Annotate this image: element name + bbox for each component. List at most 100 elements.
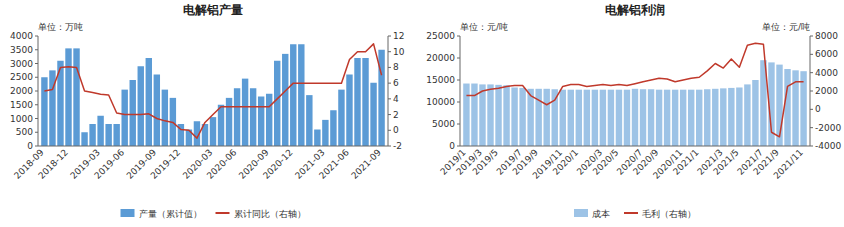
bar	[535, 89, 541, 146]
bar	[560, 90, 566, 146]
bar	[370, 83, 376, 146]
legend: 产量（累计值）累计同比（右轴）	[121, 209, 306, 219]
bar	[314, 130, 320, 147]
x-axis	[460, 146, 810, 147]
y2-tick-label: -4000	[815, 141, 841, 151]
bar	[463, 84, 469, 146]
legend: 成本毛利（右轴）	[574, 209, 696, 219]
plot-area	[41, 44, 385, 146]
y-tick	[35, 146, 38, 147]
bar	[728, 88, 734, 146]
bar	[322, 120, 328, 146]
y-tick	[457, 102, 460, 103]
bar	[41, 77, 47, 146]
y-tick	[457, 80, 460, 81]
y2-tick	[388, 114, 391, 115]
bar	[672, 90, 678, 146]
bar	[282, 54, 288, 146]
y-tick	[35, 77, 38, 78]
bar	[648, 89, 654, 146]
y-tick-label: 5000	[432, 119, 455, 129]
bar	[543, 89, 549, 146]
bar	[250, 88, 256, 146]
y2-tick-label: 0	[393, 125, 399, 135]
y-tick-label: 25000	[426, 31, 455, 41]
bar	[471, 84, 477, 146]
bar	[592, 90, 598, 146]
x-tick-label: 2018-12	[36, 147, 70, 181]
bar	[306, 95, 312, 146]
legend-swatch	[624, 212, 638, 214]
y-tick	[35, 118, 38, 119]
y-label: 单位：万吨	[38, 22, 83, 32]
bar	[346, 75, 352, 147]
bar	[73, 48, 79, 146]
y2-tick	[388, 36, 391, 37]
y2-tick-label: 12	[393, 31, 404, 41]
y-tick	[35, 36, 38, 37]
y-label: 单位：元/吨	[460, 22, 508, 32]
bar	[242, 79, 248, 146]
bar	[600, 90, 606, 146]
bar	[479, 84, 485, 146]
y2-tick-label: 8	[393, 62, 399, 72]
bar	[81, 132, 87, 146]
y2-tick	[388, 83, 391, 84]
y-tick	[35, 104, 38, 105]
bar	[696, 90, 702, 146]
x-tick-label: 2021-06	[317, 147, 351, 181]
y2-tick-label: -2	[393, 141, 402, 151]
bar	[720, 88, 726, 146]
y-tick	[457, 36, 460, 37]
legend-swatch	[216, 212, 230, 214]
bar	[226, 98, 232, 146]
y2-tick-label: 2	[393, 110, 399, 120]
y-tick-label: 1000	[10, 114, 33, 124]
y2-tick-label: 8000	[815, 31, 838, 41]
y2-tick-label: 2000	[815, 86, 838, 96]
bar	[704, 89, 710, 146]
bar	[266, 94, 272, 146]
bar	[576, 90, 582, 146]
bar	[511, 87, 517, 146]
y-tick	[35, 49, 38, 50]
y2-tick	[388, 98, 391, 99]
title: 电解铝产量	[183, 3, 243, 17]
bar	[568, 90, 574, 146]
bar	[624, 90, 630, 146]
x-tick-label: 2020/5	[591, 147, 620, 176]
y-tick	[35, 63, 38, 64]
bar	[338, 90, 344, 146]
x-tick-label: 2020-06	[205, 147, 239, 181]
chart-panel: 0500010000150002000025000-4000-200002000…	[426, 3, 841, 219]
y2-tick-label: 4	[393, 94, 399, 104]
x-tick-label: 2020-12	[261, 147, 295, 181]
y2-tick	[810, 109, 813, 110]
bar	[162, 90, 168, 146]
y2-tick	[810, 91, 813, 92]
bar	[680, 90, 686, 146]
x-tick-label: 2019-06	[92, 147, 126, 181]
legend-label: 产量（累计值）	[139, 209, 202, 219]
y2-tick	[388, 130, 391, 131]
y2-tick	[810, 146, 813, 147]
bar	[495, 85, 501, 146]
y-tick	[457, 146, 460, 147]
bar	[274, 61, 280, 146]
bar	[138, 66, 144, 146]
bar	[744, 84, 750, 146]
title: 电解铝利润	[605, 3, 665, 17]
y-tick-label: 10000	[426, 97, 455, 107]
bar	[154, 75, 160, 147]
bar	[146, 58, 152, 146]
legend-swatch	[574, 209, 588, 217]
bar	[608, 90, 614, 146]
y-tick	[35, 132, 38, 133]
bar	[121, 90, 127, 146]
x-tick-label: 2019/5	[470, 147, 499, 176]
x-tick-label: 2019-12	[149, 147, 183, 181]
y2-tick	[810, 36, 813, 37]
bar	[736, 87, 742, 146]
bar	[640, 89, 646, 146]
bar	[616, 90, 622, 146]
